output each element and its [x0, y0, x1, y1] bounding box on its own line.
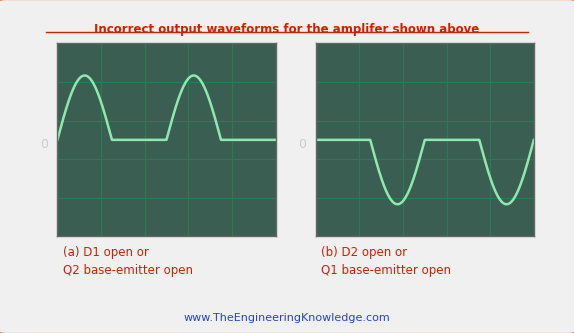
- Text: 0: 0: [40, 138, 48, 152]
- Text: 0: 0: [298, 138, 306, 152]
- Text: (a) D1 open or
Q2 base-emitter open: (a) D1 open or Q2 base-emitter open: [63, 246, 193, 277]
- Text: www.TheEngineeringKnowledge.com: www.TheEngineeringKnowledge.com: [184, 313, 390, 323]
- Text: Incorrect output waveforms for the amplifer shown above: Incorrect output waveforms for the ampli…: [94, 23, 480, 36]
- Text: (b) D2 open or
Q1 base-emitter open: (b) D2 open or Q1 base-emitter open: [321, 246, 451, 277]
